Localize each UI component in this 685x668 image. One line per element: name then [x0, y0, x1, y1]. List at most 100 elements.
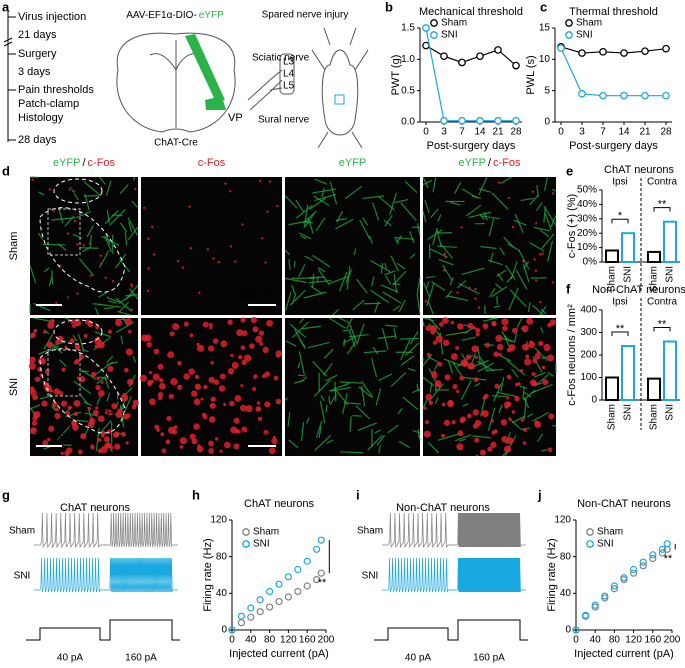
fiber	[442, 264, 453, 282]
cell	[442, 339, 450, 347]
cell	[128, 329, 132, 334]
cell	[209, 325, 213, 330]
fiber	[332, 308, 340, 316]
fiber	[317, 266, 326, 273]
fiber	[372, 346, 379, 355]
column-label: eYFP / c-Fos	[53, 157, 116, 169]
x-tick-label: 0	[229, 635, 235, 646]
legend-marker	[586, 528, 594, 536]
cell	[275, 398, 282, 405]
panel-letter: e	[566, 163, 573, 178]
cell	[100, 433, 105, 438]
fiber	[132, 176, 136, 181]
cell	[268, 180, 272, 183]
fiber	[486, 368, 503, 372]
fiber	[106, 392, 111, 402]
cell	[506, 347, 512, 353]
fiber	[84, 193, 90, 211]
column-label-part: c-Fos	[88, 157, 116, 169]
cell	[219, 373, 226, 380]
fiber	[530, 383, 553, 394]
cell	[46, 341, 54, 349]
nerve-label: Sural nerve	[258, 115, 310, 126]
fiber	[83, 181, 102, 197]
cell	[130, 283, 133, 286]
cell	[193, 398, 201, 406]
outline	[39, 207, 126, 293]
y-tick-label: 15	[539, 23, 551, 34]
fiber	[72, 233, 83, 239]
cell	[467, 413, 472, 419]
data-point	[601, 592, 609, 600]
cell	[141, 334, 148, 342]
x-tick-label: 40	[245, 635, 257, 646]
fiber	[106, 209, 110, 224]
vp-label: VP	[100, 267, 114, 278]
root-label: L5	[283, 81, 295, 92]
fiber	[325, 374, 338, 382]
cell	[60, 400, 68, 407]
fiber	[314, 435, 332, 451]
cell	[493, 351, 499, 357]
fiber	[507, 243, 521, 252]
cell	[511, 410, 516, 414]
data-point	[620, 574, 628, 582]
cell	[191, 390, 198, 397]
cell	[52, 209, 55, 213]
y-tick-label: 30%	[577, 213, 597, 224]
cell	[75, 358, 80, 364]
fiber	[29, 404, 41, 410]
fiber	[109, 209, 126, 226]
construct-label-part: eYFP	[199, 10, 224, 21]
cell	[234, 394, 242, 402]
cell	[255, 335, 263, 343]
cell	[262, 346, 269, 354]
fiber	[51, 270, 54, 285]
legend-marker	[565, 19, 573, 27]
cell	[97, 415, 105, 423]
data-point	[658, 545, 667, 553]
cell	[54, 407, 59, 412]
legend-label: SNI	[441, 30, 458, 41]
cell	[519, 368, 524, 373]
fiber	[115, 253, 127, 269]
data-point	[599, 47, 607, 56]
fiber	[299, 376, 308, 383]
fiber	[540, 229, 550, 238]
cell	[110, 446, 114, 450]
fiber	[339, 381, 362, 384]
fiber	[501, 330, 511, 347]
fiber	[518, 249, 530, 270]
scale-label: 100 µm	[240, 431, 274, 442]
fiber	[319, 400, 326, 424]
cell	[218, 385, 226, 392]
significance: **	[616, 323, 625, 335]
cell	[263, 429, 269, 436]
cell	[90, 371, 97, 378]
cell	[473, 377, 479, 383]
cell	[189, 333, 194, 338]
cell	[538, 340, 544, 347]
fiber	[427, 229, 443, 240]
cell	[548, 413, 555, 420]
cell	[229, 245, 233, 248]
data-point	[663, 540, 671, 548]
cell	[104, 276, 107, 280]
cell	[484, 393, 489, 399]
fiber	[416, 293, 421, 315]
fiber	[460, 380, 472, 401]
legend-marker	[430, 19, 438, 27]
panel-letter: i	[356, 487, 360, 502]
fiber	[422, 320, 425, 327]
roi	[47, 349, 81, 397]
cell	[468, 286, 471, 290]
fiber	[299, 318, 305, 324]
fiber	[355, 323, 365, 345]
cell	[521, 343, 530, 351]
fiber	[289, 323, 307, 339]
cell	[240, 345, 246, 351]
fiber	[108, 297, 120, 303]
fiber	[385, 324, 398, 328]
cell	[233, 443, 240, 450]
legend-label: Sham	[253, 527, 279, 538]
